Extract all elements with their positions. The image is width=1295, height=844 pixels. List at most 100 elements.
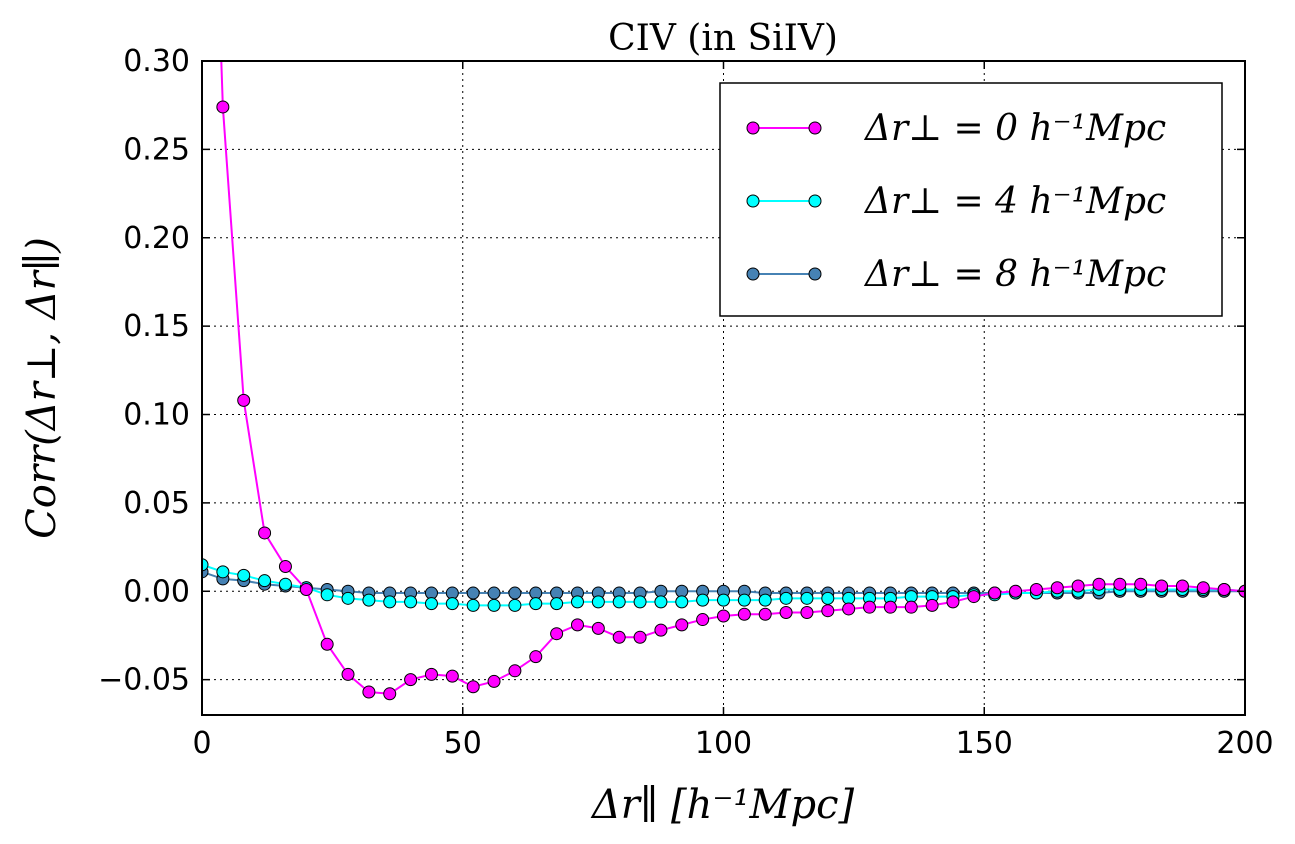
data-point	[1196, 581, 1210, 595]
data-point	[1175, 579, 1189, 593]
data-point	[737, 607, 751, 621]
data-point	[487, 674, 501, 688]
x-tick-label: 200	[1216, 726, 1273, 761]
y-tick-label: 0.05	[123, 486, 190, 521]
legend-marker	[808, 194, 822, 208]
legend-marker	[746, 194, 760, 208]
data-point	[779, 605, 793, 619]
x-tick-label: 100	[695, 726, 752, 761]
data-point	[1155, 579, 1169, 593]
data-point	[278, 577, 292, 591]
data-point	[508, 598, 522, 612]
data-point	[988, 586, 1002, 600]
data-point	[779, 591, 793, 605]
data-point	[591, 595, 605, 609]
data-point	[904, 600, 918, 614]
data-point	[717, 593, 730, 607]
data-point	[821, 604, 835, 618]
data-point	[800, 605, 814, 619]
data-point	[717, 609, 730, 623]
data-point	[237, 393, 251, 407]
data-point	[842, 602, 856, 616]
data-point	[487, 586, 501, 600]
data-point	[216, 100, 230, 114]
data-point	[529, 650, 543, 664]
y-tick-label: −0.05	[98, 663, 190, 698]
data-point	[925, 598, 939, 612]
data-point	[445, 669, 459, 683]
data-point	[487, 598, 501, 612]
data-point	[1029, 583, 1043, 597]
data-point	[758, 607, 772, 621]
data-point	[633, 595, 647, 609]
data-point	[278, 560, 292, 574]
legend-label: Δr⊥ = 8 h⁻¹Mpc	[863, 254, 1166, 295]
legend-marker	[808, 267, 822, 281]
legend-marker	[808, 121, 822, 135]
data-point	[362, 593, 376, 607]
data-point	[508, 664, 522, 678]
legend-box	[719, 82, 1223, 317]
data-point	[1113, 577, 1127, 591]
data-point	[737, 593, 751, 607]
data-point	[550, 627, 564, 641]
data-point	[362, 685, 376, 699]
data-point	[1009, 584, 1023, 598]
data-point	[883, 600, 897, 614]
data-point	[466, 586, 480, 600]
data-point	[1092, 577, 1106, 591]
chart-title: CIV (in SiIV)	[608, 18, 838, 59]
data-point	[299, 583, 313, 597]
data-point	[202, 558, 209, 572]
y-tick-label: 0.20	[123, 221, 190, 256]
data-point	[570, 595, 584, 609]
legend-label: Δr⊥ = 4 h⁻¹Mpc	[863, 181, 1166, 222]
legend-marker	[746, 121, 760, 135]
legend-label: Δr⊥ = 0 h⁻¹Mpc	[863, 108, 1166, 149]
data-point	[404, 595, 418, 609]
x-tick-label: 150	[956, 726, 1013, 761]
data-point	[320, 588, 334, 602]
data-point	[946, 595, 960, 609]
data-point	[320, 637, 334, 651]
data-point	[591, 621, 605, 635]
data-point	[821, 591, 835, 605]
data-point	[383, 595, 397, 609]
data-point	[675, 618, 689, 632]
data-point	[424, 597, 438, 611]
y-axis-label: Corr(Δr⊥, Δr∥)	[19, 237, 65, 539]
data-point	[466, 598, 480, 612]
data-point	[675, 595, 689, 609]
data-point	[758, 593, 772, 607]
data-point	[383, 687, 397, 701]
data-point	[570, 618, 584, 632]
y-tick-label: 0.30	[123, 44, 190, 79]
legend-marker	[746, 267, 760, 281]
data-point	[800, 591, 814, 605]
data-point	[237, 568, 251, 582]
data-point	[654, 595, 668, 609]
data-point	[1071, 579, 1085, 593]
legend-entry-0: Δr⊥ = 0 h⁻¹Mpc	[746, 108, 1166, 149]
data-point	[404, 673, 418, 687]
y-tick-label: 0.00	[123, 574, 190, 609]
data-point	[508, 586, 522, 600]
data-point	[216, 565, 230, 579]
y-tick-label: 0.15	[123, 309, 190, 344]
data-point	[258, 526, 272, 540]
data-point	[466, 680, 480, 694]
x-axis-label: Δr∥ [h⁻¹Mpc]	[590, 782, 855, 828]
data-point	[341, 591, 355, 605]
data-point	[696, 613, 710, 627]
axis-ticks: 0 50 100 150 200 −0.05 0.00 0.05 0.10 0.15 0.20 0.2…	[98, 44, 1274, 761]
data-point	[612, 630, 626, 644]
y-tick-label: 0.10	[123, 398, 190, 433]
legend: Δr⊥ = 0 h⁻¹Mpc Δr⊥ = 4 h⁻¹Mpc Δr⊥ = 8 h⁻¹M…	[719, 82, 1223, 317]
data-point	[550, 597, 564, 611]
data-point	[863, 600, 877, 614]
data-point	[258, 574, 272, 588]
data-point	[1217, 583, 1231, 597]
data-point	[424, 667, 438, 681]
data-point	[341, 667, 355, 681]
